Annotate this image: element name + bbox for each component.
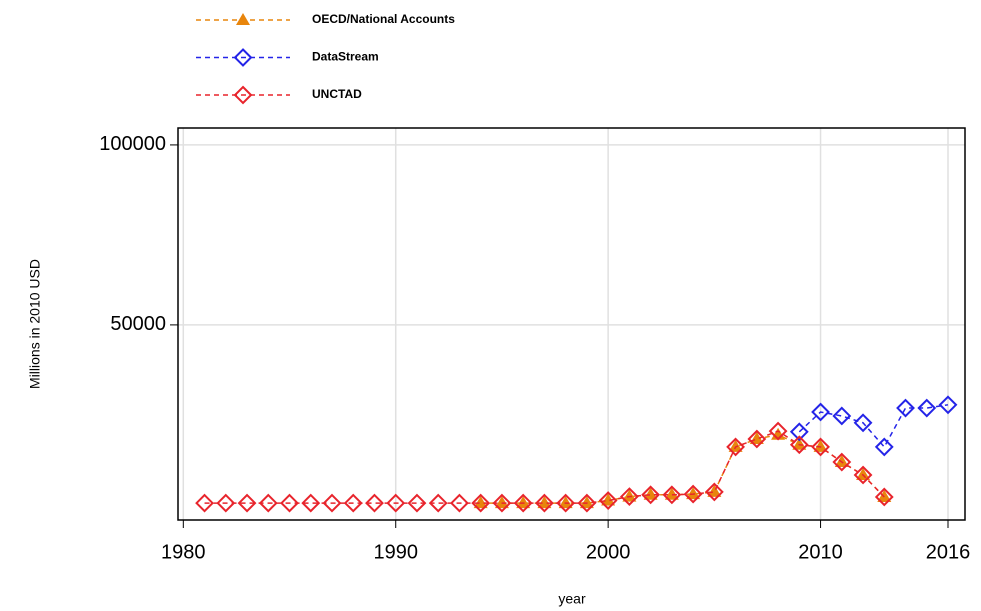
data-point [535,493,554,513]
data-point [386,493,406,513]
series-line [480,433,885,504]
data-point [301,493,321,513]
x-tick-label: 1980 [161,541,206,563]
data-point [473,496,488,509]
data-point [558,496,573,509]
data-point [832,406,852,426]
data-point [789,435,809,455]
plot-frame [177,127,966,521]
data-point [643,487,658,500]
data-point [834,455,849,468]
data-point [322,493,342,513]
data-point [428,493,448,513]
x-axis-label: year [558,591,586,607]
data-point [195,493,214,513]
data-point [450,493,469,513]
data-point [874,487,894,507]
y-tick-label: 50000 [110,313,166,335]
data-point [856,468,871,481]
legend-marker [236,13,250,25]
x-tick-label: 1990 [373,541,418,563]
data-point [853,465,873,485]
x-tick-label: 2000 [586,541,631,563]
x-tick-label: 2010 [798,541,843,563]
data-point [280,493,299,513]
data-point [853,413,873,433]
data-point [619,487,639,507]
data-point [683,484,703,504]
data-point [728,439,743,452]
y-axis-label: Millions in 2010 USD [27,259,43,389]
y-tick-label: 100000 [99,133,166,155]
data-point [494,496,509,509]
data-point [598,491,618,510]
data-point [811,402,830,422]
data-point [556,493,576,513]
data-point [662,485,682,505]
data-point [577,493,597,513]
data-point [258,493,278,513]
x-tick-label: 2016 [926,541,971,563]
legend-label: DataStream [312,50,379,64]
legend-label: OECD/National Accounts [312,12,455,26]
data-point [492,493,512,513]
data-point [917,398,937,418]
data-point [832,452,852,472]
data-point [216,493,236,513]
legend-marker [233,48,253,67]
data-point [471,493,491,513]
data-point [707,484,722,497]
data-point [237,493,257,513]
data-point [874,437,894,457]
data-point [768,421,788,441]
data-point [407,493,427,513]
data-point [726,437,746,457]
data-point [365,493,384,513]
data-point [938,395,958,415]
data-point [792,437,807,450]
data-point [601,493,616,506]
data-point [747,429,767,449]
legend-label: UNCTAD [312,87,362,101]
data-point [789,422,809,442]
data-point [516,496,531,509]
data-point [579,496,594,509]
data-point [686,487,701,500]
data-point [664,487,679,500]
data-point [704,482,724,502]
data-point [513,493,533,513]
data-point [813,439,828,452]
data-point [641,485,661,505]
data-point [811,437,830,457]
data-point [896,398,915,418]
series-line [204,430,885,504]
data-point [343,493,363,513]
data-point [622,489,637,502]
data-point [537,496,552,509]
legend-marker [233,85,253,105]
